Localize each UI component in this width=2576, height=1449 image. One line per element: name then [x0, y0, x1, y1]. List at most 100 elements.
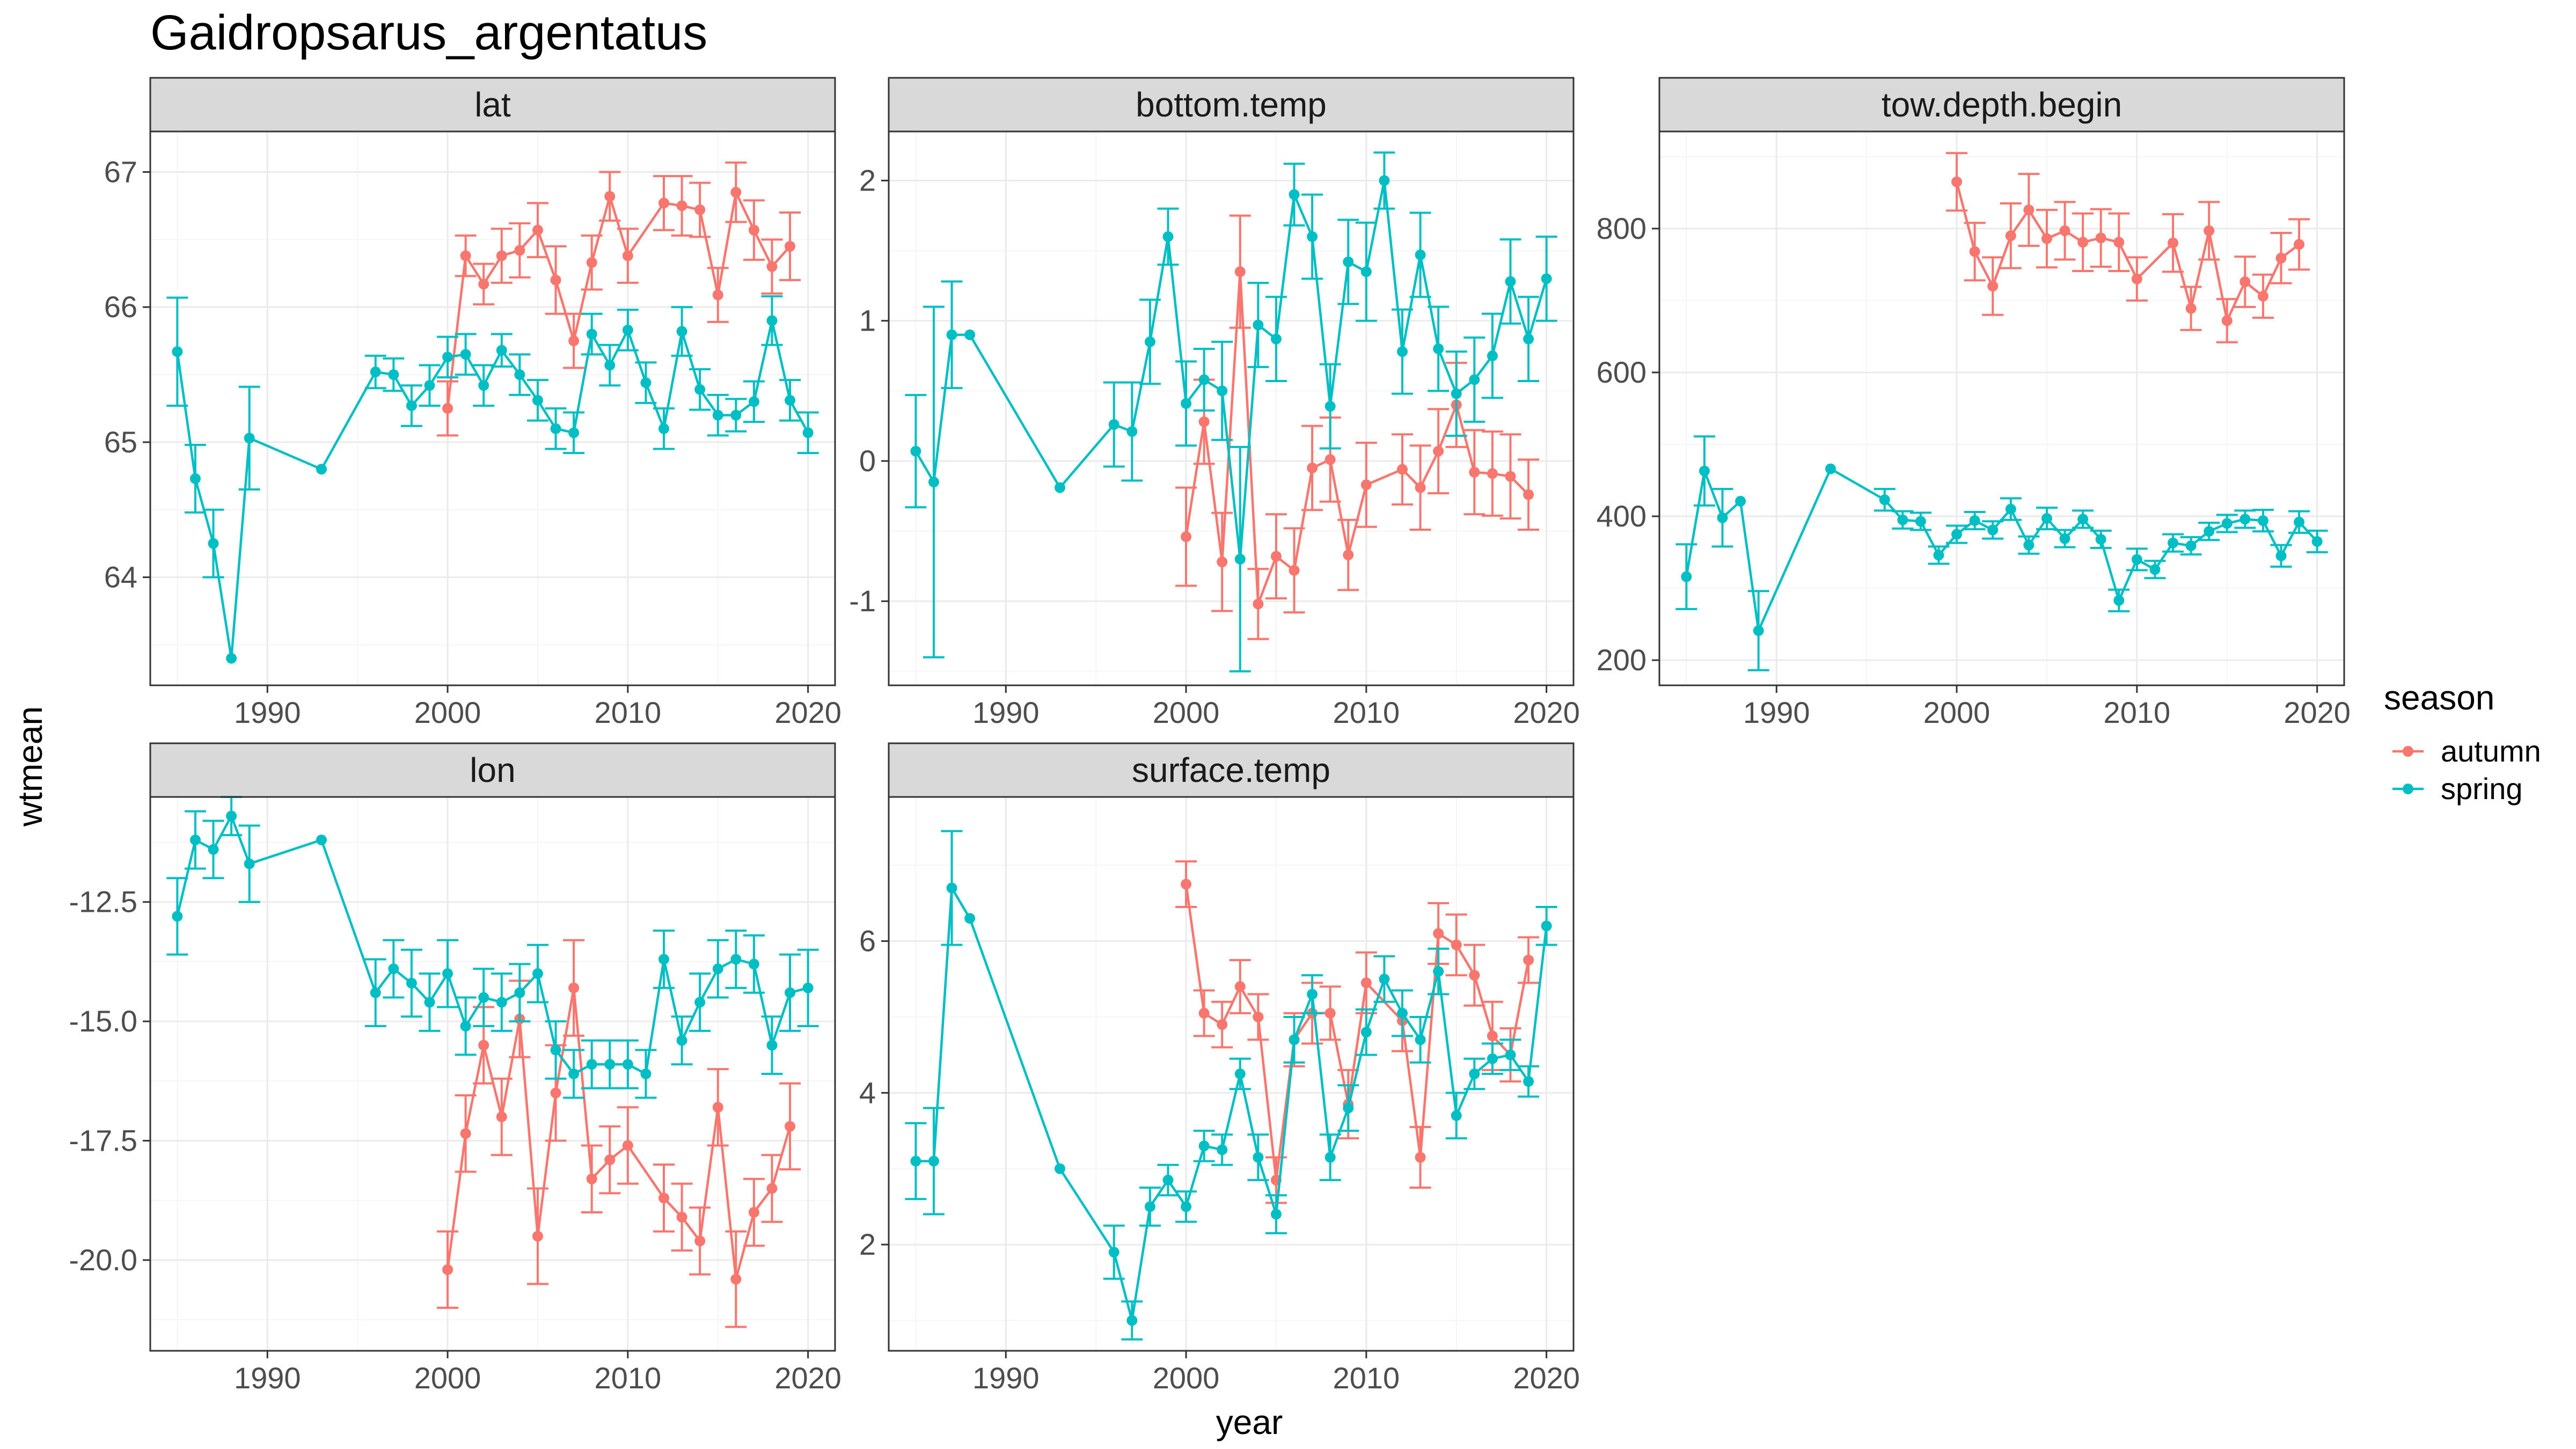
legend-title: season — [2384, 678, 2494, 717]
legend: season autumn spring — [2384, 678, 2541, 806]
series-line-spring — [1685, 466, 2318, 635]
y-tick-label: 400 — [1597, 499, 1646, 533]
data-point — [622, 250, 633, 261]
data-point — [910, 1155, 921, 1167]
data-point — [1126, 426, 1138, 437]
facet-lat: lat 1990 2000 2010 2020 64 65 66 67 — [104, 77, 841, 729]
strip-lat — [149, 77, 836, 133]
data-point — [1289, 189, 1300, 200]
data-point — [1523, 489, 1534, 500]
x-tick-label: 2020 — [774, 696, 841, 729]
x-tick-label: 2000 — [1923, 696, 1990, 729]
data-point — [1433, 343, 1444, 354]
data-point — [1217, 385, 1228, 397]
y-tick-label: 800 — [1597, 211, 1646, 245]
data-point — [1198, 1007, 1210, 1019]
y-tick-label: 1 — [859, 304, 876, 338]
data-point — [964, 329, 976, 340]
data-point — [1505, 276, 1516, 287]
data-point — [1487, 350, 1498, 362]
data-point — [1162, 1174, 1174, 1185]
data-point — [946, 329, 957, 340]
data-point — [712, 963, 723, 975]
data-point — [189, 473, 201, 484]
data-point — [189, 835, 201, 846]
x-tick-label: 2010 — [1333, 1361, 1400, 1395]
data-point — [1397, 1007, 1408, 1019]
data-point — [1181, 879, 1192, 890]
data-point — [478, 992, 489, 1003]
data-point — [1217, 1144, 1228, 1155]
data-point — [622, 1140, 633, 1151]
data-point — [1234, 981, 1246, 992]
data-point — [1933, 550, 1944, 561]
data-point — [316, 464, 327, 475]
y-tick-label: -12.5 — [69, 885, 137, 919]
data-point — [640, 377, 652, 389]
data-point — [622, 1059, 633, 1070]
y-tick-label: 200 — [1597, 643, 1646, 677]
data-point — [1307, 463, 1318, 474]
data-point — [568, 1069, 580, 1079]
data-point — [1253, 319, 1264, 331]
data-point — [604, 1059, 616, 1070]
data-point — [478, 380, 489, 391]
data-point — [388, 369, 399, 380]
data-point — [712, 1102, 723, 1113]
x-tick-label: 2020 — [2284, 696, 2351, 729]
legend-label-spring: spring — [2441, 772, 2523, 806]
data-point — [694, 384, 706, 395]
x-tick-label: 1990 — [234, 696, 301, 729]
data-point — [1879, 494, 1890, 506]
y-tick-label: 64 — [104, 560, 137, 594]
data-point — [1469, 466, 1480, 478]
data-point — [1433, 928, 1444, 939]
data-point — [550, 1087, 561, 1099]
data-point — [2240, 514, 2251, 525]
strip-label-lon: lon — [470, 751, 515, 789]
y-tick-label: -20.0 — [69, 1243, 137, 1277]
data-point — [928, 477, 939, 488]
data-point — [460, 1021, 471, 1032]
data-point — [1523, 333, 1534, 345]
data-point — [442, 352, 453, 363]
data-point — [2149, 564, 2161, 575]
y-tick-label: 65 — [104, 425, 137, 459]
data-point — [568, 335, 580, 347]
data-point — [586, 328, 597, 340]
data-point — [748, 396, 759, 407]
series-spring — [166, 796, 819, 1099]
x-tick-label: 2000 — [414, 696, 481, 729]
data-point — [2041, 233, 2052, 244]
data-point — [550, 1044, 561, 1056]
data-point — [1217, 1019, 1228, 1030]
series-line-autumn — [446, 188, 791, 409]
data-point — [1541, 920, 1552, 932]
data-point — [1469, 1069, 1480, 1079]
data-point — [802, 427, 814, 438]
panel-border-bottom.temp — [888, 130, 1575, 686]
x-tick-label: 1990 — [972, 696, 1040, 729]
data-point — [1451, 388, 1462, 399]
data-point — [172, 911, 183, 922]
data-point — [1987, 524, 1999, 536]
data-point — [226, 810, 237, 822]
data-point — [712, 289, 723, 301]
series-spring — [905, 830, 1557, 1341]
strip-surface.temp — [888, 742, 1575, 798]
data-point — [658, 1192, 669, 1204]
x-tick-label: 2000 — [414, 1361, 481, 1395]
data-point — [496, 997, 507, 1008]
data-point — [1198, 1140, 1210, 1152]
data-point — [2311, 536, 2323, 547]
x-tick-label: 2010 — [595, 1361, 662, 1395]
data-point — [1505, 471, 1516, 482]
data-point — [424, 380, 435, 391]
x-tick-label: 2020 — [1513, 696, 1580, 729]
data-point — [1523, 954, 1534, 965]
data-point — [460, 250, 471, 261]
data-point — [478, 1040, 489, 1051]
data-point — [1198, 416, 1210, 427]
data-point — [1108, 419, 1119, 430]
series-spring — [1675, 435, 2328, 671]
